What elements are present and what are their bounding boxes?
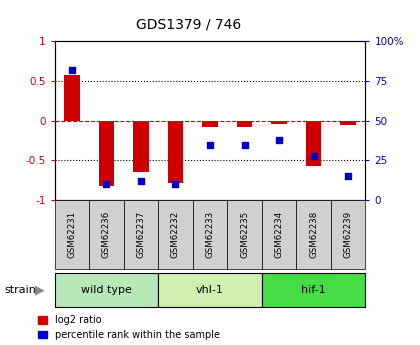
Legend: log2 ratio, percentile rank within the sample: log2 ratio, percentile rank within the s… [39, 315, 220, 340]
Text: GSM62237: GSM62237 [136, 211, 145, 258]
Bar [202, 121, 218, 127]
Point [207, 142, 213, 147]
Point [276, 137, 282, 142]
Text: wild type: wild type [81, 285, 132, 295]
Bar [340, 121, 356, 125]
Text: GSM62231: GSM62231 [67, 211, 76, 258]
Point [68, 67, 75, 73]
Point [138, 178, 144, 184]
Text: vhl-1: vhl-1 [196, 285, 224, 295]
Text: GSM62239: GSM62239 [344, 211, 353, 258]
Point [103, 181, 110, 187]
Bar [271, 121, 287, 124]
Point [172, 181, 179, 187]
Text: GSM62238: GSM62238 [309, 211, 318, 258]
Text: strain: strain [4, 285, 36, 295]
Point [241, 142, 248, 147]
Text: ▶: ▶ [35, 283, 45, 296]
Bar [306, 121, 321, 166]
Text: GSM62232: GSM62232 [171, 211, 180, 258]
Text: GSM62233: GSM62233 [205, 211, 215, 258]
Text: GSM62236: GSM62236 [102, 211, 111, 258]
Text: GDS1379 / 746: GDS1379 / 746 [136, 17, 241, 31]
Point [310, 153, 317, 158]
Text: hif-1: hif-1 [301, 285, 326, 295]
Bar [133, 121, 149, 172]
Text: GSM62234: GSM62234 [275, 211, 284, 258]
Text: GSM62235: GSM62235 [240, 211, 249, 258]
Bar [64, 75, 80, 121]
Bar [99, 121, 114, 186]
Bar [168, 121, 183, 183]
Bar [237, 121, 252, 127]
Point [345, 174, 352, 179]
